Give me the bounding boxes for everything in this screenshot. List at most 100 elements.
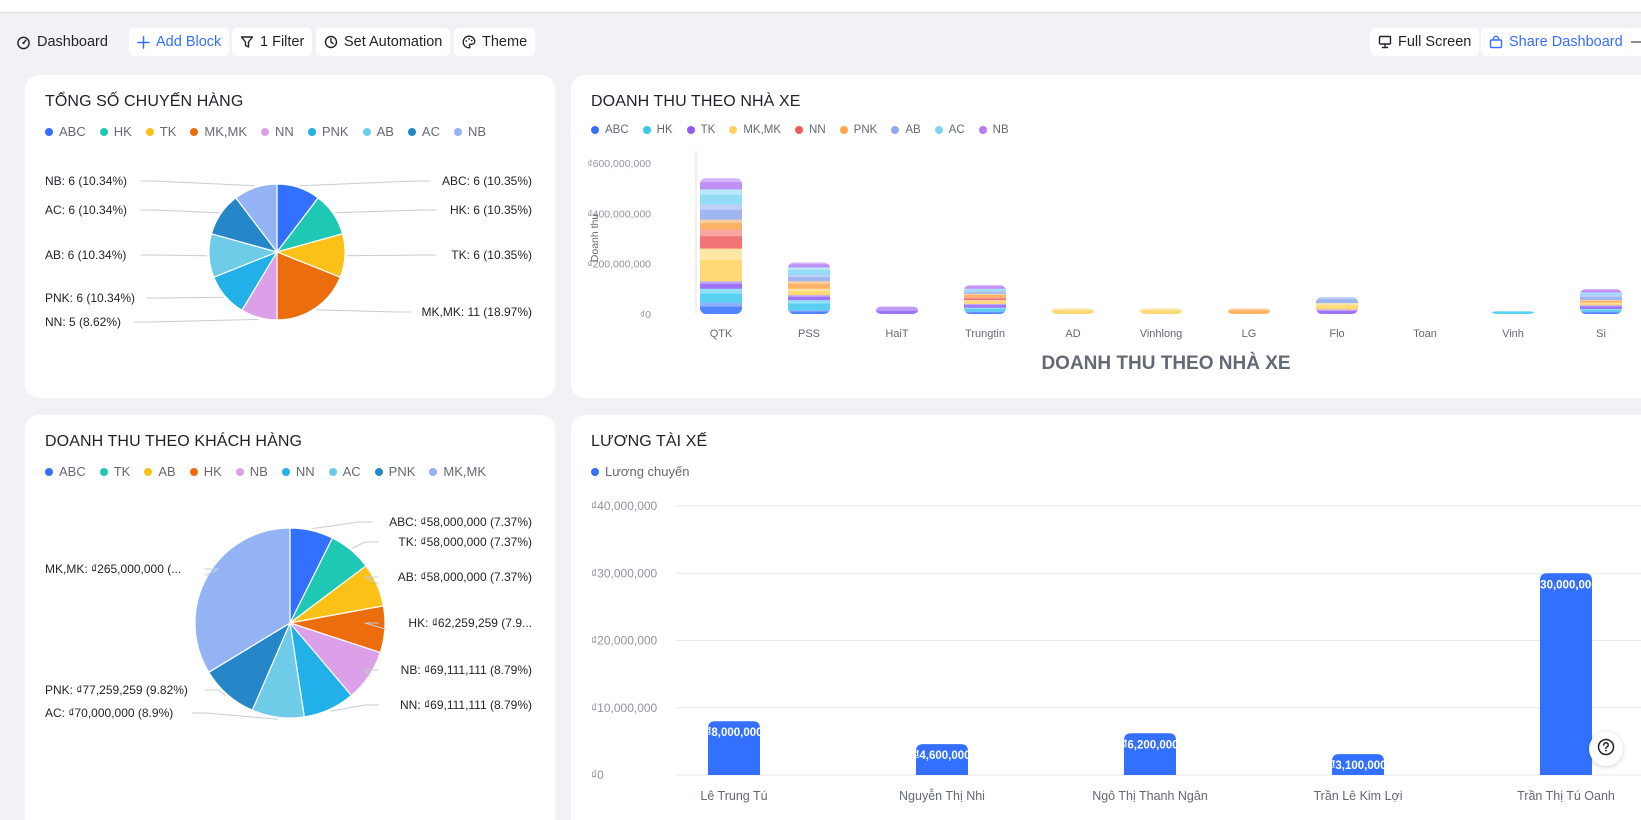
filter-button[interactable]: 1 Filter	[232, 28, 313, 56]
stacked-bar-pss[interactable]	[788, 262, 830, 314]
legend-item[interactable]: HK	[642, 124, 673, 136]
bar-segment-ac[interactable]	[964, 288, 1006, 292]
bar-segment-ab[interactable]	[964, 291, 1006, 294]
legend-item[interactable]: PNK	[307, 124, 349, 139]
bar[interactable]	[1540, 573, 1592, 775]
bar-segment-mk-mk[interactable]	[1580, 302, 1622, 306]
bar-segment-nb[interactable]	[964, 285, 1006, 289]
bar-segment-pnk[interactable]	[1228, 308, 1270, 314]
set-automation-button[interactable]: Set Automation	[316, 28, 451, 56]
stacked-bar-si[interactable]	[1580, 288, 1622, 314]
legend-item[interactable]: MK,MK	[729, 124, 781, 136]
bar-segment-nb[interactable]	[1580, 288, 1622, 293]
legend-item[interactable]: MK,MK	[190, 124, 247, 139]
bar-segment-hk[interactable]	[700, 288, 742, 303]
bar[interactable]	[1332, 754, 1384, 775]
bar-segment-mk-mk[interactable]	[1140, 308, 1182, 314]
pie-slice-mk-mk[interactable]	[194, 527, 291, 674]
legend-item[interactable]: HK	[99, 124, 132, 139]
theme-button[interactable]: Theme	[454, 28, 536, 56]
bar-segment-nb[interactable]	[876, 306, 918, 309]
legend-item[interactable]: NB	[235, 464, 268, 479]
legend-item[interactable]: HK	[189, 464, 222, 479]
stacked-bar-vinhlong[interactable]	[1140, 308, 1182, 314]
legend-item[interactable]: AB	[144, 464, 176, 479]
stacked-bar-hait[interactable]	[876, 306, 918, 314]
legend-item[interactable]: AC	[407, 124, 440, 139]
legend-item[interactable]: Lương chuyến	[591, 464, 689, 479]
bar-segment-nb[interactable]	[788, 262, 830, 268]
bar[interactable]	[916, 744, 968, 775]
legend-item[interactable]: AC	[328, 464, 361, 479]
stacked-bar-vinh[interactable]	[1492, 310, 1534, 314]
legend-item[interactable]: NN	[261, 124, 294, 139]
bar-segment-tk[interactable]	[964, 303, 1006, 308]
stacked-bar-trungtin[interactable]	[964, 285, 1006, 314]
legend-item[interactable]: PNK	[374, 464, 415, 479]
legend-item[interactable]: NN	[795, 124, 826, 136]
bar-segment-abc[interactable]	[1580, 311, 1622, 314]
more-button[interactable]: —	[1627, 28, 1641, 56]
bar-segment-ab[interactable]	[788, 274, 830, 282]
bar-segment-hk[interactable]	[1580, 308, 1622, 312]
legend-item[interactable]: ABC	[45, 464, 86, 479]
bar-segment-tk[interactable]	[1316, 309, 1358, 314]
legend-item[interactable]: ABC	[45, 124, 86, 139]
legend-item[interactable]: AB	[362, 124, 394, 139]
share-dashboard-button[interactable]: Share Dashboard	[1481, 28, 1631, 56]
bar-segment-pnk[interactable]	[700, 219, 742, 230]
bar-segment-abc[interactable]	[788, 310, 830, 314]
bar-segment-hk[interactable]	[788, 300, 830, 311]
bar-segment-ab[interactable]	[700, 204, 742, 220]
bar-segment-ac[interactable]	[700, 189, 742, 205]
bar-segment-mk-mk[interactable]	[788, 288, 830, 296]
bar-segment-ab[interactable]	[1316, 296, 1358, 304]
bar-segment-ab[interactable]	[1580, 295, 1622, 301]
legend-item[interactable]: NB	[978, 124, 1009, 136]
bar-segment-tk[interactable]	[1580, 305, 1622, 309]
bar-segment-pnk[interactable]	[788, 281, 830, 289]
pie-slice-nb[interactable]	[235, 183, 278, 254]
legend-item[interactable]: TK	[145, 124, 176, 139]
bar[interactable]	[708, 721, 760, 775]
legend-label: ABC	[605, 124, 629, 136]
legend-item[interactable]: NN	[281, 464, 315, 479]
bar-segment-pnk[interactable]	[1580, 300, 1622, 303]
stacked-bar-lg[interactable]	[1228, 308, 1270, 314]
bar-segment-nn[interactable]	[964, 297, 1006, 301]
legend-item[interactable]: MK,MK	[429, 464, 486, 479]
bar-segment-hk[interactable]	[1492, 310, 1534, 314]
dashboard-button[interactable]: Dashboard	[10, 28, 114, 56]
bar[interactable]	[1124, 733, 1176, 775]
bar-segment-abc[interactable]	[700, 302, 742, 314]
add-block-button[interactable]: Add Block	[129, 28, 230, 56]
full-screen-button[interactable]: Full Screen	[1370, 28, 1480, 56]
bar-segment-pnk[interactable]	[964, 293, 1006, 298]
legend-item[interactable]: AC	[934, 124, 965, 136]
bar-segment-hk[interactable]	[964, 307, 1006, 312]
stacked-bar-ad[interactable]	[1052, 308, 1094, 314]
stacked-bar-qtk[interactable]	[700, 178, 742, 314]
bar-segment-nn[interactable]	[700, 229, 742, 249]
bar-segment-tk[interactable]	[876, 308, 918, 314]
bar-segment-abc[interactable]	[964, 311, 1006, 314]
legend-item[interactable]: ABC	[591, 124, 629, 136]
pie-slice-mk-mk[interactable]	[276, 251, 341, 321]
legend-item[interactable]: TK	[686, 124, 715, 136]
legend-item[interactable]: PNK	[839, 124, 877, 136]
legend-item[interactable]: NB	[453, 124, 486, 139]
bar-segment-ac[interactable]	[788, 267, 830, 275]
legend-item[interactable]: AB	[891, 124, 921, 136]
help-button[interactable]	[1589, 732, 1623, 766]
legend-item[interactable]: TK	[99, 464, 130, 479]
stacked-bar-flo[interactable]	[1316, 296, 1358, 314]
bar-segment-tk[interactable]	[788, 295, 830, 301]
bar-segment-tk[interactable]	[700, 281, 742, 289]
bar-segment-mk-mk[interactable]	[964, 300, 1006, 304]
bar-segment-ac[interactable]	[1580, 292, 1622, 296]
bar-segment-nb[interactable]	[700, 178, 742, 190]
bar-segment-mk-mk[interactable]	[1052, 308, 1094, 314]
bar-segment-sheen	[788, 300, 830, 304]
bar-segment-mk-mk[interactable]	[700, 248, 742, 282]
bar-segment-mk-mk[interactable]	[1316, 303, 1358, 310]
